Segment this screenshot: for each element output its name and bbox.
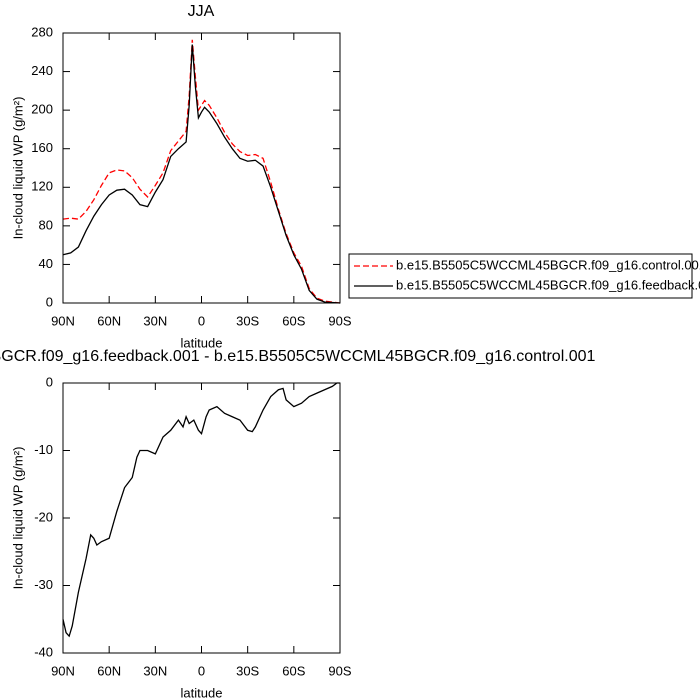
- x-tick-label: 0: [198, 663, 205, 678]
- x-tick-label: 0: [198, 313, 205, 328]
- x-axis-label: latitude: [181, 685, 223, 700]
- x-tick-label: 90S: [328, 313, 351, 328]
- y-tick-label: -10: [34, 442, 53, 457]
- legend-label: b.e15.B5505C5WCCML45BGCR.f09_g16.feedbac…: [396, 277, 700, 292]
- legend-box: [348, 253, 693, 299]
- y-tick-label: -20: [34, 509, 53, 524]
- y-axis-label: In-cloud liquid WP (g/m²): [10, 97, 25, 240]
- chart-title: BGCR.f09_g16.feedback.001 - b.e15.B5505C…: [0, 348, 596, 365]
- y-tick-label: 40: [39, 256, 53, 271]
- y-tick-label: 200: [31, 102, 53, 117]
- plot-frame: [62, 382, 341, 654]
- data-line: [62, 44, 341, 304]
- x-tick-label: 60N: [97, 313, 121, 328]
- data-line: [62, 382, 340, 638]
- x-tick-label: 90S: [328, 663, 351, 678]
- x-tick-label: 90N: [51, 663, 75, 678]
- y-tick-label: 0: [46, 374, 53, 389]
- x-tick-label: 60S: [282, 663, 305, 678]
- y-tick-label: 280: [31, 24, 53, 39]
- x-tick-label: 30N: [143, 663, 167, 678]
- y-tick-label: -30: [34, 577, 53, 592]
- x-tick-label: 60S: [282, 313, 305, 328]
- y-tick-label: 160: [31, 140, 53, 155]
- y-axis-label: In-cloud liquid WP (g/m²): [10, 447, 25, 590]
- chart-title: JJA: [188, 3, 215, 20]
- x-axis-label: latitude: [181, 335, 223, 350]
- y-tick-label: 0: [46, 294, 53, 309]
- y-tick-label: 120: [31, 179, 53, 194]
- y-tick-label: -40: [34, 644, 53, 659]
- x-tick-label: 60N: [97, 663, 121, 678]
- x-tick-label: 30S: [236, 313, 259, 328]
- y-tick-label: 80: [39, 217, 53, 232]
- y-tick-label: 240: [31, 63, 53, 78]
- data-line: [62, 39, 341, 304]
- x-tick-label: 90N: [51, 313, 75, 328]
- x-tick-label: 30N: [143, 313, 167, 328]
- legend-label: b.e15.B5505C5WCCML45BGCR.f09_g16.control…: [396, 257, 700, 272]
- x-tick-label: 30S: [236, 663, 259, 678]
